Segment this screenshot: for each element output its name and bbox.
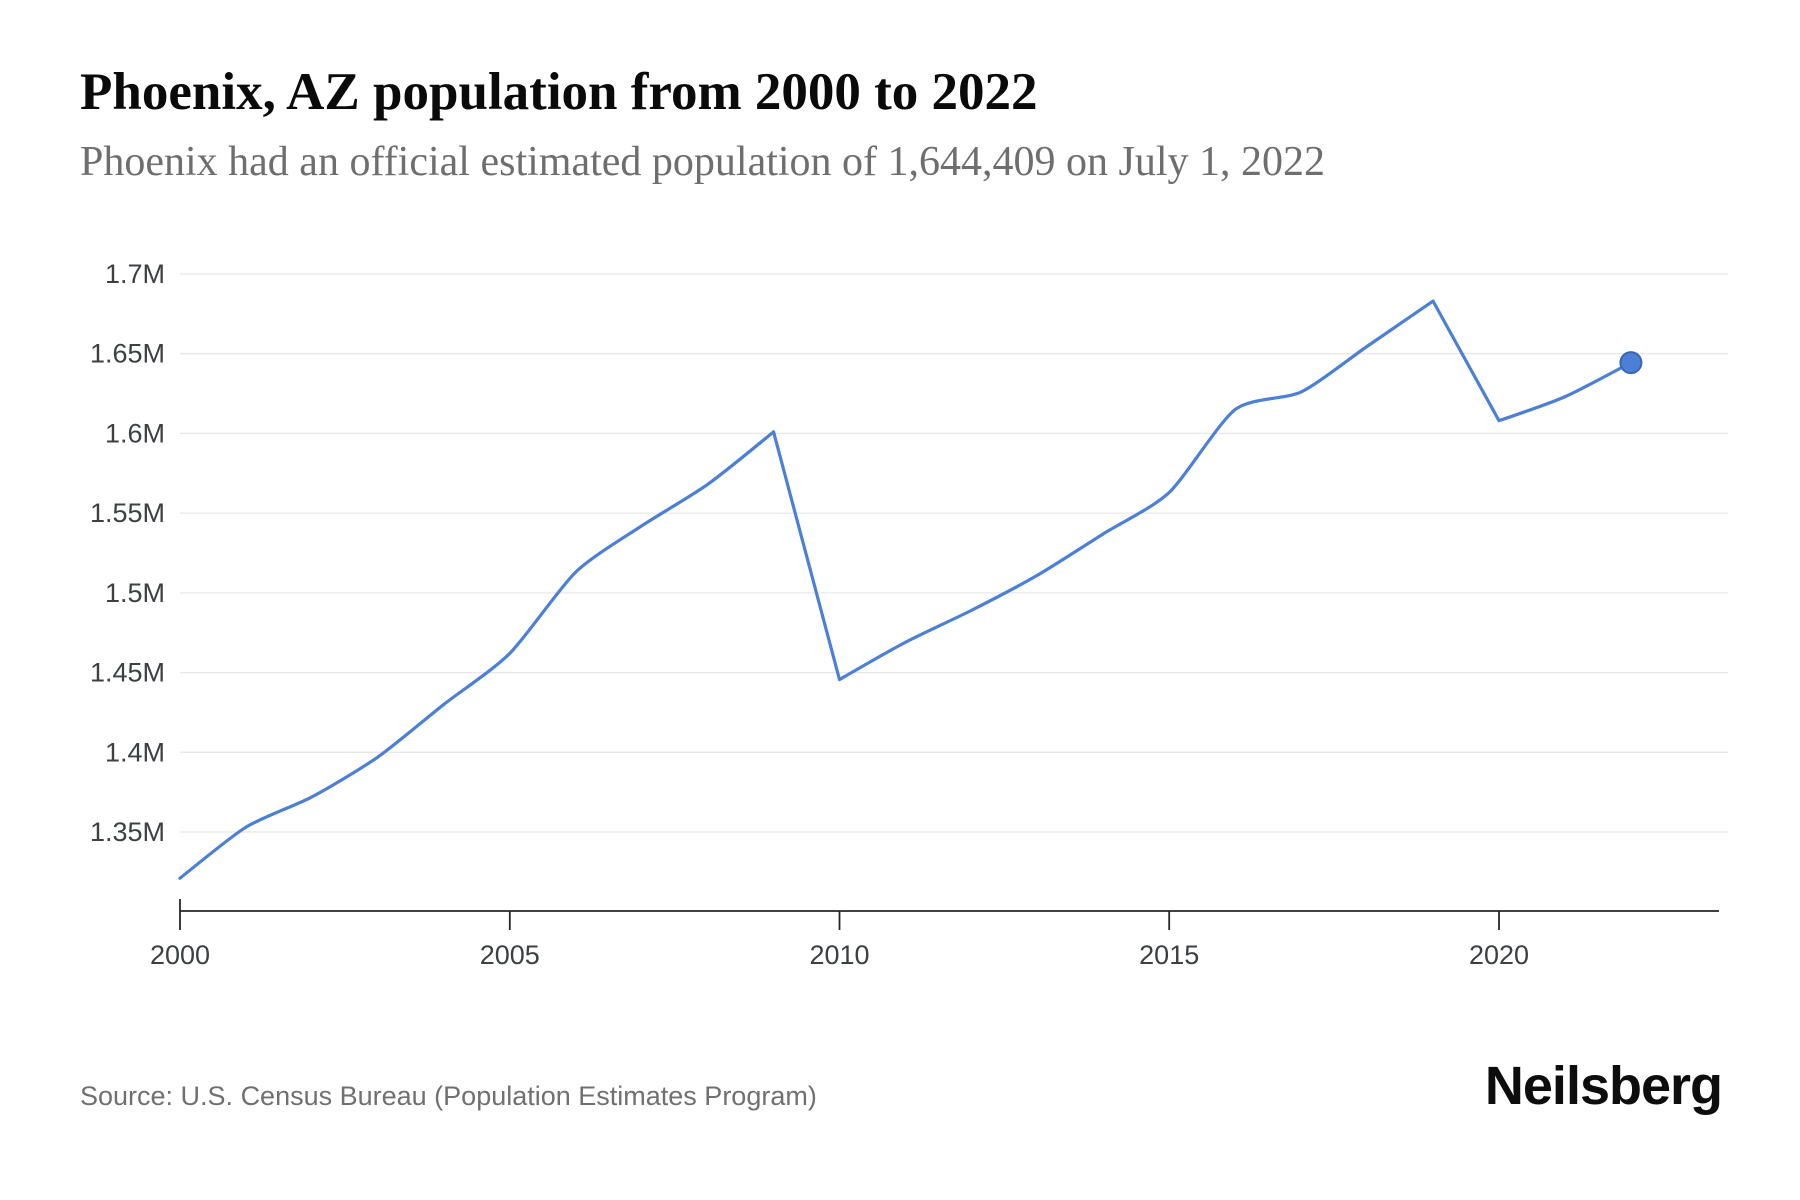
svg-text:2020: 2020	[1469, 940, 1529, 970]
svg-text:1.5M: 1.5M	[105, 578, 165, 608]
svg-text:1.7M: 1.7M	[105, 259, 165, 289]
svg-text:2000: 2000	[150, 940, 210, 970]
svg-text:2005: 2005	[480, 940, 540, 970]
svg-text:1.35M: 1.35M	[90, 817, 165, 847]
svg-text:1.45M: 1.45M	[90, 658, 165, 688]
svg-text:1.55M: 1.55M	[90, 498, 165, 528]
svg-text:1.65M: 1.65M	[90, 339, 165, 369]
svg-text:1.4M: 1.4M	[105, 737, 165, 767]
svg-text:1.6M: 1.6M	[105, 418, 165, 448]
svg-text:2010: 2010	[809, 940, 869, 970]
svg-text:2015: 2015	[1139, 940, 1199, 970]
